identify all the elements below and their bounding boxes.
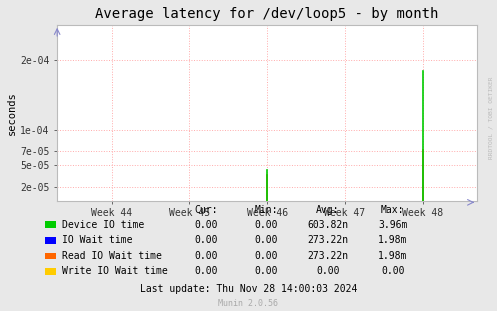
Y-axis label: seconds: seconds xyxy=(7,91,17,135)
Text: 1.98m: 1.98m xyxy=(378,251,408,261)
Text: Last update: Thu Nov 28 14:00:03 2024: Last update: Thu Nov 28 14:00:03 2024 xyxy=(140,284,357,294)
Title: Average latency for /dev/loop5 - by month: Average latency for /dev/loop5 - by mont… xyxy=(95,7,439,21)
Text: 603.82n: 603.82n xyxy=(308,220,348,230)
Text: Device IO time: Device IO time xyxy=(62,220,144,230)
Text: Munin 2.0.56: Munin 2.0.56 xyxy=(219,299,278,308)
Text: 0.00: 0.00 xyxy=(194,220,218,230)
Text: 273.22n: 273.22n xyxy=(308,235,348,245)
Text: 3.96m: 3.96m xyxy=(378,220,408,230)
Text: 0.00: 0.00 xyxy=(254,251,278,261)
Text: 0.00: 0.00 xyxy=(316,266,340,276)
Text: Write IO Wait time: Write IO Wait time xyxy=(62,266,168,276)
Text: RRDTOOL / TOBI OETIKER: RRDTOOL / TOBI OETIKER xyxy=(489,77,494,160)
Text: 0.00: 0.00 xyxy=(194,266,218,276)
Text: 0.00: 0.00 xyxy=(254,220,278,230)
Text: 0.00: 0.00 xyxy=(194,251,218,261)
Text: 0.00: 0.00 xyxy=(381,266,405,276)
Text: 0.00: 0.00 xyxy=(254,235,278,245)
Text: 0.00: 0.00 xyxy=(194,235,218,245)
Text: 273.22n: 273.22n xyxy=(308,251,348,261)
Text: IO Wait time: IO Wait time xyxy=(62,235,133,245)
Text: Cur:: Cur: xyxy=(194,205,218,215)
Text: Max:: Max: xyxy=(381,205,405,215)
Text: Avg:: Avg: xyxy=(316,205,340,215)
Text: Min:: Min: xyxy=(254,205,278,215)
Text: 0.00: 0.00 xyxy=(254,266,278,276)
Text: Read IO Wait time: Read IO Wait time xyxy=(62,251,162,261)
Text: 1.98m: 1.98m xyxy=(378,235,408,245)
